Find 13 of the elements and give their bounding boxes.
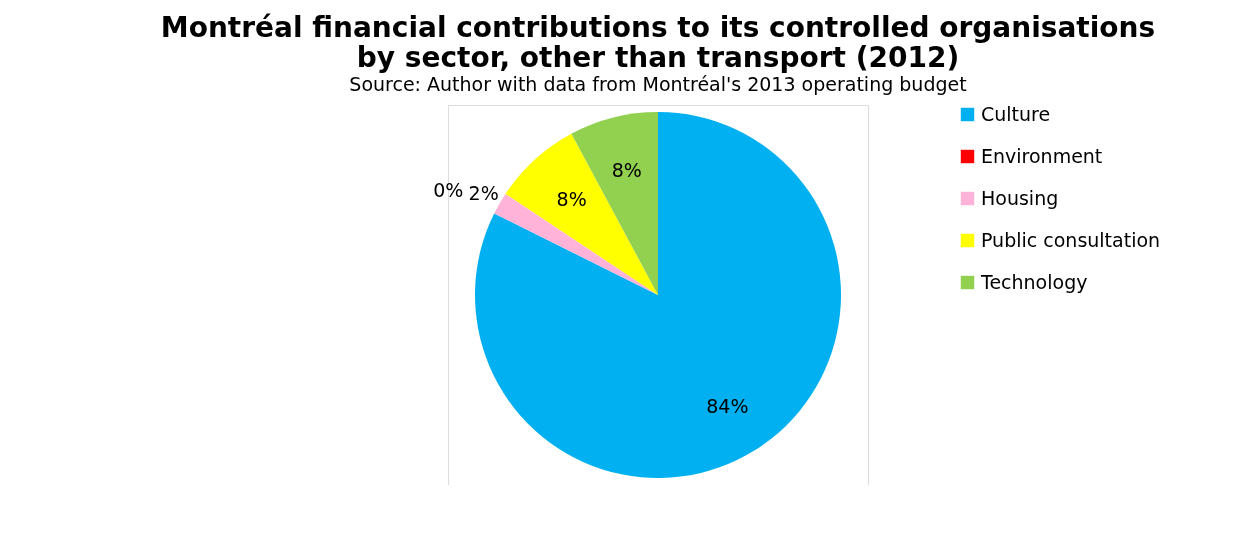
legend-label: Public consultation <box>981 228 1161 251</box>
data-label: 84% <box>706 395 749 418</box>
chart-subtitle: Source: Author with data from Montréal's 2013 operating budget <box>349 73 967 95</box>
data-label: 8% <box>556 188 587 211</box>
legend-label: Technology <box>980 270 1088 293</box>
data-label: 2% <box>468 182 499 205</box>
text: 0% <box>433 178 464 201</box>
data-label: 8% <box>611 158 642 181</box>
legend-label: Culture <box>981 102 1051 125</box>
pie-slice <box>505 133 658 295</box>
legend-label: Housing <box>981 186 1059 209</box>
chart-title: Montréal financial contributions to its controlled organisations by sector, other than transport (2012) <box>160 11 1156 74</box>
legend-label: Environment <box>981 144 1103 167</box>
